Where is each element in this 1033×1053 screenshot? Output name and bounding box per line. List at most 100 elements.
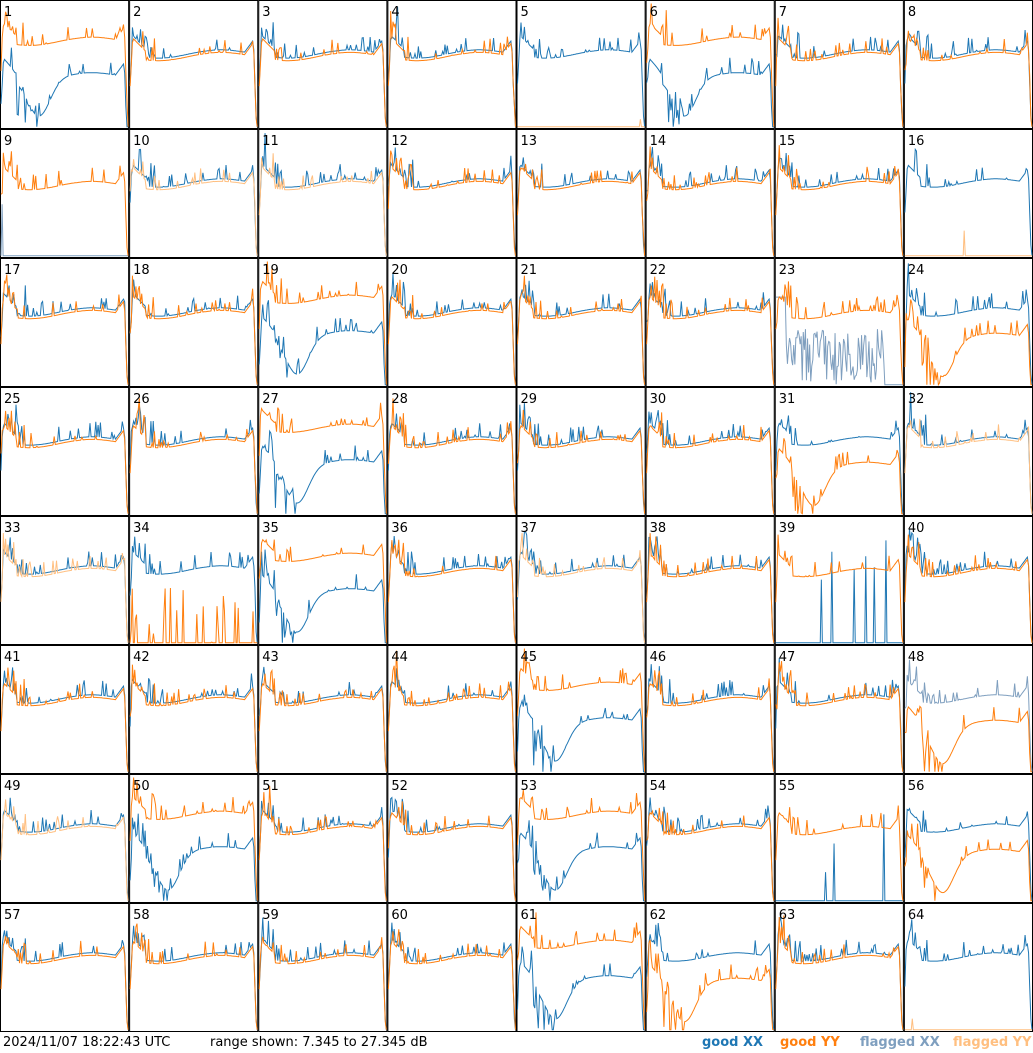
panel-frame: [129, 129, 259, 258]
panel-53: 53: [516, 774, 646, 903]
panel-label: 39: [779, 521, 796, 536]
panel-label: 37: [521, 521, 538, 536]
series-xx-25: [0, 404, 129, 514]
panel-frame: [903, 387, 1033, 516]
panel-11: 11: [258, 129, 388, 258]
series-yy-15: [775, 145, 904, 256]
panel-frame: [0, 516, 130, 645]
panel-label: 20: [391, 263, 408, 278]
series-yy-26: [129, 398, 258, 514]
panel-label: 43: [262, 650, 279, 665]
series-yy-12: [387, 150, 516, 256]
panel-label: 13: [521, 134, 538, 149]
panel-label: 35: [262, 521, 279, 536]
series-xx-24: [904, 263, 1033, 385]
series-xx-30: [646, 410, 775, 514]
series-yy-28: [387, 398, 516, 514]
series-yy-51: [258, 785, 387, 901]
panel-19: 19: [258, 258, 388, 387]
series-yy-2: [129, 31, 258, 127]
series-yy-45: [517, 648, 646, 772]
series-yy-32: [904, 418, 1033, 514]
series-yy-24: [904, 299, 1032, 387]
panel-38: 38: [645, 516, 775, 645]
panel-label: 47: [779, 650, 796, 665]
series-xx-15: [775, 152, 904, 256]
panel-5: 5: [516, 0, 646, 129]
panel-40: 40: [903, 516, 1033, 645]
panel-label: 63: [779, 908, 796, 923]
panel-48: 48: [903, 645, 1033, 774]
panel-label: 27: [262, 392, 279, 407]
panel-label: 6: [650, 5, 658, 20]
panel-label: 55: [779, 779, 796, 794]
footer: 2024/11/07 18:22:43 UTC range shown: 7.3…: [0, 1032, 1033, 1053]
timestamp: 2024/11/07 18:22:43 UTC: [3, 1035, 171, 1050]
panel-label: 46: [650, 650, 667, 665]
panel-23: 23: [774, 258, 904, 387]
series-yy-3: [258, 37, 387, 127]
panel-label: 54: [650, 779, 667, 794]
panel-frame: [645, 387, 775, 516]
panel-frame: [774, 258, 904, 387]
panel-frame: [903, 903, 1033, 1032]
panel-26: 26: [129, 387, 259, 516]
panel-frame: [516, 258, 646, 387]
series-xx-51: [258, 800, 387, 901]
series-yy-49: [0, 799, 129, 901]
panel-label: 52: [391, 779, 408, 794]
series-yy-53: [517, 789, 646, 901]
panel-21: 21: [516, 258, 646, 387]
panel-frame: [387, 645, 517, 774]
panel-2: 2: [129, 0, 259, 129]
panel-frame: [0, 387, 130, 516]
panel-frame: [0, 0, 130, 129]
panel-label: 18: [133, 263, 150, 278]
series-xx-5: [517, 22, 646, 127]
series-xx-55: [775, 814, 903, 902]
panel-6: 6: [645, 0, 775, 129]
panel-16: 16: [903, 129, 1033, 258]
series-yy-14: [646, 146, 775, 256]
series-yy-11: [258, 153, 387, 256]
panel-label: 19: [262, 263, 279, 278]
panel-label: 50: [133, 779, 150, 794]
series-xx-41: [0, 667, 129, 772]
panel-frame: [903, 129, 1033, 258]
series-yy-61: [517, 912, 646, 1030]
panel-56: 56: [903, 774, 1033, 903]
panel-frame: [129, 0, 259, 129]
series-xx-31: [775, 415, 904, 514]
panel-frame: [129, 645, 259, 774]
panel-frame: [516, 645, 646, 774]
panel-frame: [645, 903, 775, 1032]
series-yy-47: [775, 661, 904, 772]
panel-41: 41: [0, 645, 130, 774]
series-xx-35: [258, 549, 387, 644]
panel-label: 16: [908, 134, 925, 149]
series-xx-16: [904, 147, 1033, 256]
panel-frame: [387, 774, 517, 903]
panel-label: 31: [779, 392, 796, 407]
series-yy-22: [646, 276, 775, 385]
panel-13: 13: [516, 129, 646, 258]
panel-46: 46: [645, 645, 775, 774]
panel-frame: [645, 0, 775, 129]
series-yy-54: [646, 807, 775, 901]
series-yy-62: [646, 939, 774, 1031]
series-yy-4: [387, 10, 516, 127]
series-yy-20: [387, 279, 516, 385]
panel-17: 17: [0, 258, 130, 387]
series-xx-38: [646, 536, 775, 643]
panel-39: 39: [774, 516, 904, 645]
panel-42: 42: [129, 645, 259, 774]
panel-52: 52: [387, 774, 517, 903]
series-xx-8: [904, 29, 1033, 127]
series-yy-21: [517, 275, 646, 385]
panel-44: 44: [387, 645, 517, 774]
panel-label: 25: [4, 392, 21, 407]
series-xx-29: [517, 403, 646, 514]
panel-3: 3: [258, 0, 388, 129]
panel-57: 57: [0, 903, 130, 1032]
panel-frame: [129, 903, 259, 1032]
